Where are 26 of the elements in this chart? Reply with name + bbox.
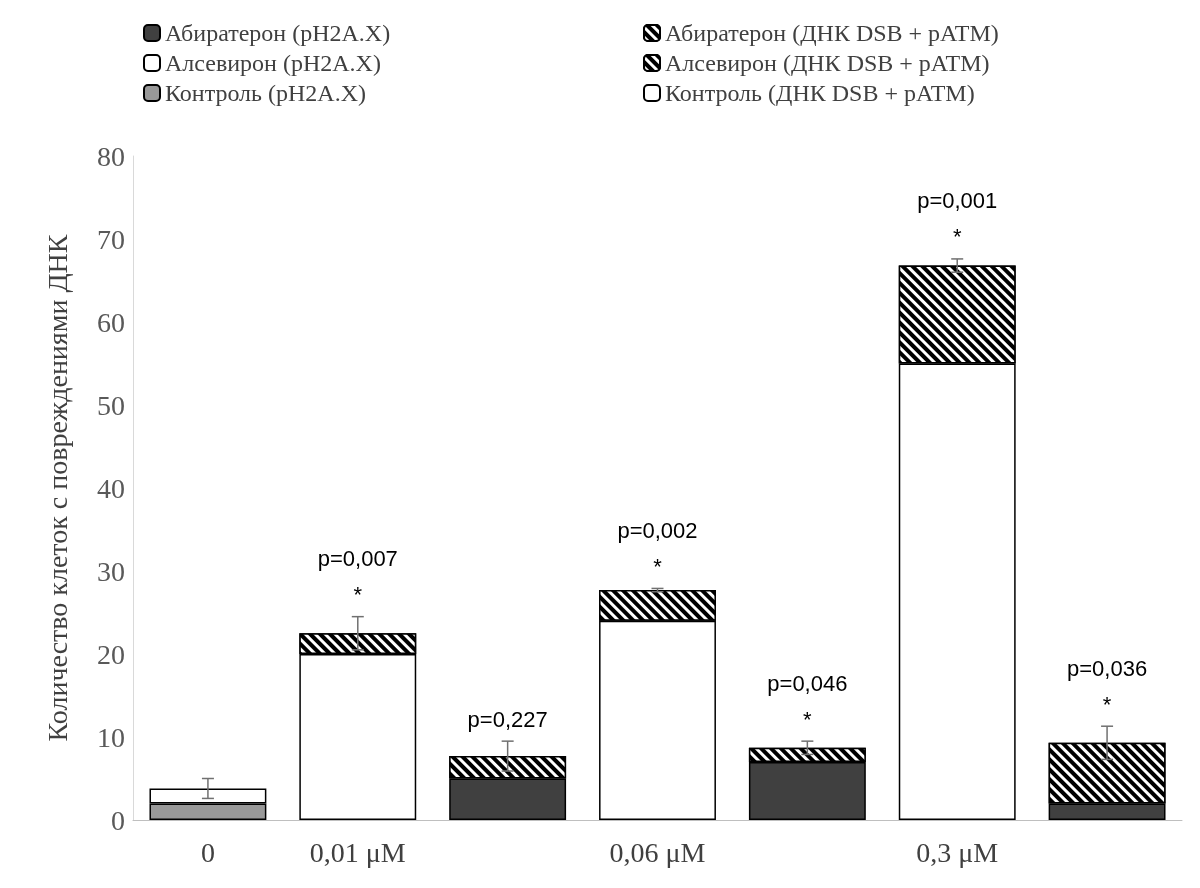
y-tick-label: 40: [97, 472, 125, 504]
y-tick-label: 0: [111, 804, 125, 836]
x-tick-label: 0,06 μM: [609, 836, 706, 868]
x-tick-label: 0,01 μM: [309, 836, 406, 868]
annotation: p=0,227: [467, 706, 548, 732]
y-tick-label: 60: [97, 306, 125, 338]
legend-label: Абиратерон (ДНК DSB + pATM): [665, 20, 999, 46]
x-tick-label: 0: [200, 836, 215, 868]
y-tick-label: 50: [97, 389, 125, 421]
annotation: p=0,001 *: [917, 188, 998, 250]
legend-label: Контроль (pH2A.X): [165, 80, 367, 106]
legend-label: Контроль (ДНК DSB + pATM): [665, 80, 975, 106]
legend-label: Абиратерон (pH2A.X): [165, 20, 391, 46]
annotation: p=0,007 *: [317, 546, 398, 608]
y-tick-label: 30: [97, 555, 125, 587]
legend-label: Алсевирон (ДНК DSB + pATM): [665, 50, 990, 76]
y-tick-label: 70: [97, 223, 125, 255]
legend-label: Алсевирон (pH2A.X): [165, 50, 381, 76]
annotation: p=0,046 *: [767, 670, 848, 732]
y-tick-label: 10: [97, 721, 125, 753]
annotation: p=0,002 *: [617, 517, 698, 579]
y-axis-title: Количество клеток с повреждениями ДНК: [41, 234, 73, 742]
x-tick-label: 0,3 μM: [916, 836, 999, 868]
y-tick-label: 80: [97, 140, 125, 172]
annotation: p=0,036 *: [1067, 655, 1148, 717]
y-tick-label: 20: [97, 638, 125, 670]
